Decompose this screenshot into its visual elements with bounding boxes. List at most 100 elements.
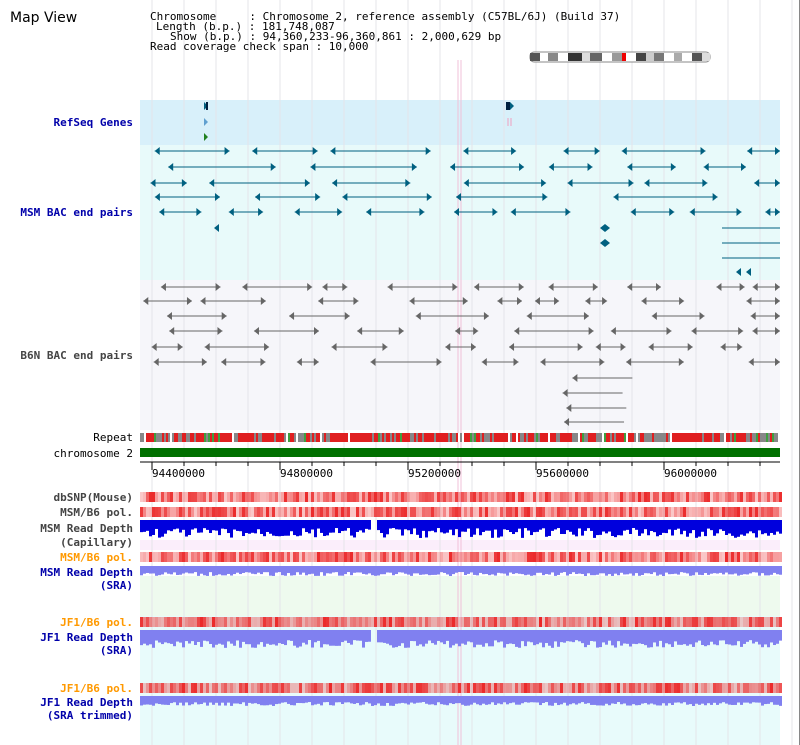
bac-end-marker	[357, 327, 363, 335]
heat-cell	[602, 683, 605, 693]
bac-end-marker	[353, 297, 359, 305]
heat-cell	[365, 507, 368, 517]
depth-bar	[173, 630, 176, 647]
repeat-segment	[730, 433, 732, 442]
heat-cell	[188, 552, 191, 562]
heat-cell	[389, 492, 392, 502]
heat-cell	[275, 492, 278, 502]
repeat-segment	[240, 433, 242, 442]
msm-bac-label[interactable]: MSM BAC end pairs	[20, 206, 133, 219]
heat-cell	[431, 492, 434, 502]
depth-bar	[497, 630, 500, 643]
depth-bar	[365, 696, 368, 703]
depth-bar	[533, 630, 536, 646]
heat-cell	[530, 683, 533, 693]
heat-cell	[623, 492, 626, 502]
heat-cell	[668, 683, 671, 693]
heat-cell	[674, 552, 677, 562]
heat-cell	[680, 552, 683, 562]
heat-cell	[458, 492, 461, 502]
msm-b6-pol-label[interactable]: MSM/B6 pol.	[60, 506, 133, 519]
depth-bar	[479, 520, 482, 536]
depth-bar	[236, 520, 239, 531]
depth-bar	[698, 696, 701, 705]
depth-bar	[575, 630, 578, 641]
depth-bar	[338, 630, 341, 646]
heat-cell	[743, 507, 746, 517]
depth-bar	[482, 566, 485, 575]
repeat-segment	[266, 433, 268, 442]
heat-cell	[143, 507, 146, 517]
bac-end-marker	[641, 297, 647, 305]
depth-bar	[329, 630, 332, 646]
heat-cell	[428, 683, 431, 693]
heat-cell	[740, 617, 743, 627]
jf1-depth-label[interactable]: JF1 Read Depth	[40, 631, 133, 644]
msm-depth-sra-label[interactable]: MSM Read Depth	[40, 566, 133, 579]
depth-bar	[410, 566, 413, 576]
depth-bar	[158, 520, 161, 538]
heat-cell	[494, 492, 497, 502]
depth-bar	[326, 630, 329, 645]
repeat-segment	[524, 433, 526, 442]
ideogram-band	[590, 53, 602, 61]
depth-bar	[179, 696, 182, 703]
heat-cell	[362, 683, 365, 693]
jf1-b6-pol-trim-label[interactable]: JF1/B6 pol.	[60, 682, 133, 695]
repeat-segment	[250, 433, 252, 442]
repeat-segment	[698, 433, 700, 442]
heat-cell	[155, 492, 158, 502]
heat-cell	[344, 507, 347, 517]
repeat-segment	[460, 433, 462, 442]
heat-cell	[467, 552, 470, 562]
heat-cell	[425, 507, 428, 517]
depth-bar	[332, 696, 335, 706]
bac-end-marker	[473, 327, 479, 335]
heat-cell	[632, 492, 635, 502]
depth-bar	[365, 566, 368, 575]
depth-bar	[290, 566, 293, 576]
bac-end-marker	[775, 179, 780, 187]
depth-bar	[236, 566, 239, 573]
bac-end-marker	[314, 327, 320, 335]
heat-cell	[683, 617, 686, 627]
jf1-trim-label[interactable]: JF1 Read Depth	[40, 696, 133, 709]
depth-bar	[548, 520, 551, 536]
repeat-segment	[492, 433, 494, 442]
jf1-b6-pol-label[interactable]: JF1/B6 pol.	[60, 616, 133, 629]
depth-bar	[458, 630, 461, 647]
heat-cell	[422, 683, 425, 693]
heat-cell	[317, 552, 320, 562]
heat-cell	[506, 683, 509, 693]
heat-cell	[734, 552, 737, 562]
depth-bar	[677, 566, 680, 575]
heat-cell	[290, 683, 293, 693]
b6n-bac-label[interactable]: B6N BAC end pairs	[20, 349, 133, 362]
depth-bar	[275, 696, 278, 705]
depth-bar	[359, 696, 362, 706]
repeat-segment	[474, 433, 476, 442]
repeat-segment	[736, 433, 738, 442]
refseq-genes-label[interactable]: RefSeq Genes	[53, 116, 133, 129]
depth-bar	[635, 630, 638, 645]
heat-cell	[374, 552, 377, 562]
dbsnp-label[interactable]: dbSNP(Mouse)	[53, 491, 133, 504]
msm-b6-pol-sra-label[interactable]: MSM/B6 pol.	[60, 551, 133, 564]
bac-end-marker	[519, 163, 525, 171]
msm-depth-capillary-label[interactable]: MSM Read Depth	[40, 522, 133, 535]
repeat-segment	[334, 433, 336, 442]
depth-bar	[182, 566, 185, 574]
repeat-segment	[728, 433, 730, 442]
heat-cell	[296, 617, 299, 627]
heat-cell	[722, 552, 725, 562]
refseq-track-bg	[140, 100, 780, 145]
depth-bar	[662, 520, 665, 533]
heat-cell	[629, 683, 632, 693]
depth-bar	[494, 696, 497, 705]
heat-cell	[299, 617, 302, 627]
heat-cell	[329, 552, 332, 562]
bac-end-marker	[648, 343, 654, 351]
depth-bar	[713, 630, 716, 645]
heat-cell	[149, 683, 152, 693]
